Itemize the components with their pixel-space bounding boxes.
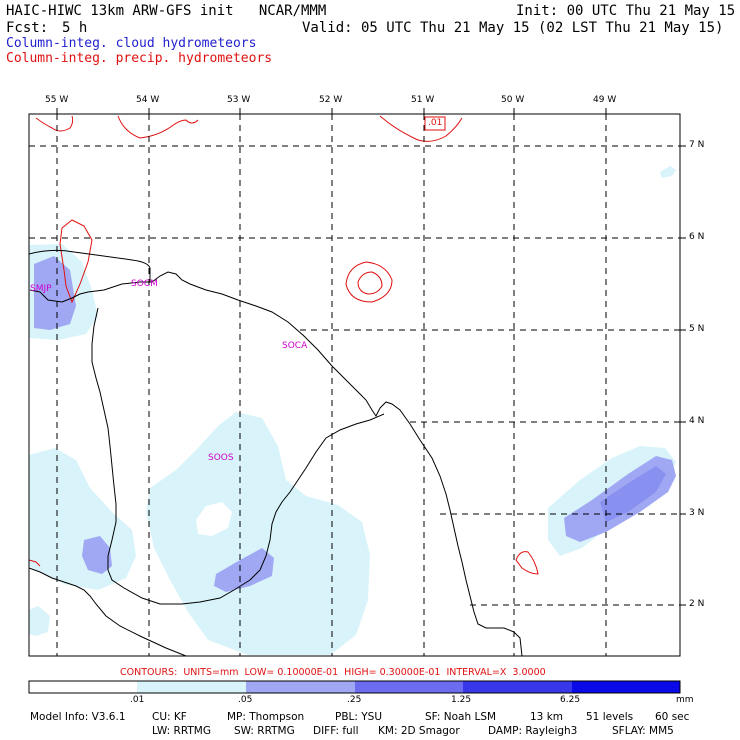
lat-label: 2 N	[689, 599, 705, 609]
station-label: SOCM	[131, 279, 158, 289]
lon-label: 51 W	[411, 95, 435, 105]
colorbar-swatch-2	[246, 681, 355, 693]
colorbar-swatch-5	[572, 681, 680, 693]
forecast-label: Fcst:	[6, 20, 49, 36]
model-timestep: 60 sec	[655, 711, 690, 723]
colorbar	[28, 680, 681, 694]
field-precip-hydrometeors: Column-integ. precip. hydrometeors	[6, 51, 273, 66]
cloud-gap	[196, 502, 232, 536]
coastline	[29, 249, 523, 656]
model-damp: DAMP: Rayleigh3	[488, 725, 578, 737]
lat-label: 4 N	[689, 416, 705, 426]
plot-title: HAIC-HIWC 13km ARW-GFS init NCAR/MMM	[6, 3, 327, 19]
colorbar-swatch-0	[29, 681, 137, 693]
contours-info: CONTOURS: UNITS=mm LOW= 0.10000E-01 HIGH…	[120, 667, 546, 678]
lon-label: 52 W	[319, 95, 343, 105]
colorbar-swatch-3	[355, 681, 463, 693]
lon-label: 55 W	[45, 95, 69, 105]
model-lw: LW: RRTMG	[152, 725, 211, 737]
lon-label: 49 W	[593, 95, 617, 105]
lat-lon-grid	[29, 114, 680, 656]
model-sf: SF: Noah LSM	[425, 711, 497, 723]
lat-label: 6 N	[689, 232, 705, 242]
lon-label: 54 W	[136, 95, 160, 105]
contour-label-box	[424, 116, 446, 131]
model-cu: CU: KF	[152, 711, 187, 723]
cloud-shading-core	[600, 466, 666, 522]
forecast-hour: 5 h	[62, 20, 88, 36]
model-sw: SW: RRTMG	[234, 725, 295, 737]
contour-label: .01	[428, 118, 443, 128]
model-sflay: SFLAY: MM5	[612, 725, 674, 737]
model-pbl: PBL: YSU	[335, 711, 383, 723]
colorbar-swatch-1	[137, 681, 246, 693]
station-label: SOOS	[208, 453, 234, 463]
station-label: SMJP	[30, 284, 52, 294]
lon-label: 53 W	[227, 95, 251, 105]
lon-ticks	[56, 108, 607, 114]
model-km: KM: 2D Smagor	[378, 725, 460, 737]
lon-label: 50 W	[501, 95, 525, 105]
lat-label: 3 N	[689, 508, 705, 518]
model-info: Model Info: V3.6.1	[30, 711, 126, 723]
model-diff: DIFF: full	[313, 725, 359, 737]
model-mp: MP: Thompson	[227, 711, 305, 723]
colorbar-swatch-4	[463, 681, 572, 693]
station-label: SOCA	[282, 341, 308, 351]
init-time: Init: 00 UTC Thu 21 May 15	[516, 3, 736, 19]
colorbar-tick: .25	[347, 695, 362, 705]
colorbar-tick: 6.25	[560, 695, 581, 705]
field-cloud-hydrometeors: Column-integ. cloud hydrometeors	[6, 36, 257, 51]
colorbar-tick: 1.25	[451, 695, 472, 705]
precip-contours	[29, 115, 539, 575]
lat-label: 5 N	[689, 324, 705, 334]
map-frame	[28, 113, 681, 657]
valid-time: Valid: 05 UTC Thu 21 May 15 (02 LST Thu …	[302, 20, 724, 36]
lat-label: 7 N	[689, 140, 705, 150]
model-levels: 51 levels	[586, 711, 634, 723]
lat-ticks	[680, 145, 686, 606]
model-resolution: 13 km	[530, 711, 564, 723]
cloud-shading-light	[29, 166, 676, 655]
colorbar-tick: .01	[130, 695, 145, 705]
colorbar-units: mm	[676, 695, 694, 705]
colorbar-tick: .05	[238, 695, 253, 705]
